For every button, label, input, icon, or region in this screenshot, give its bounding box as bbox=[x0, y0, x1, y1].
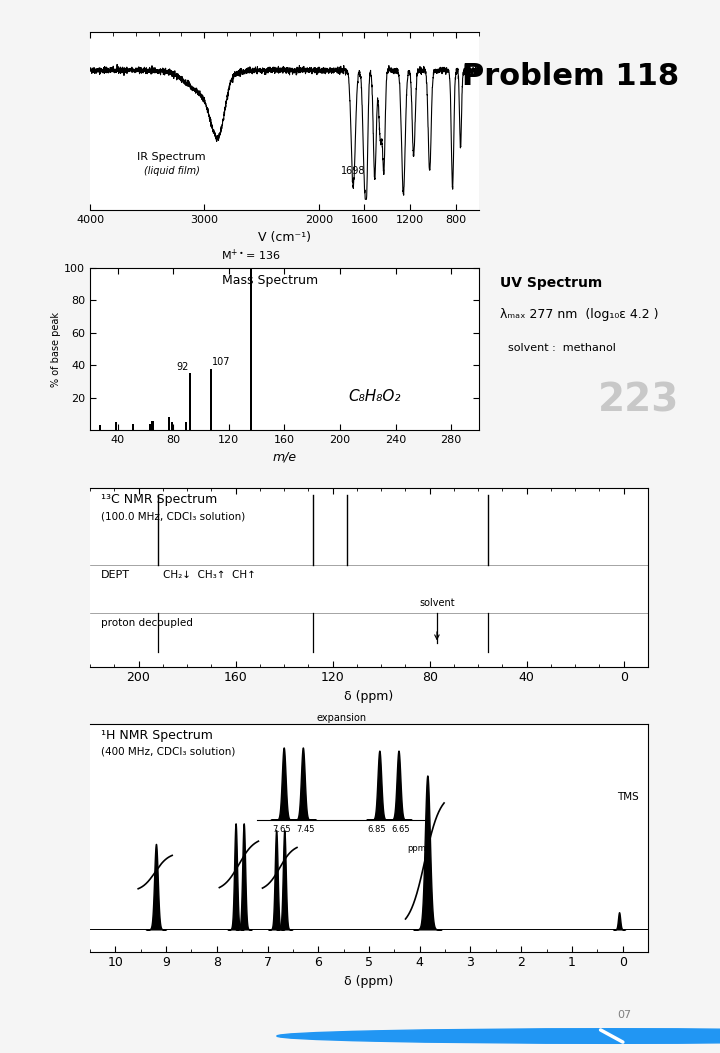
Text: solvent: solvent bbox=[419, 598, 455, 608]
Text: Mass Spectrum: Mass Spectrum bbox=[222, 274, 319, 287]
Text: M$^{+\bullet}$= 136: M$^{+\bullet}$= 136 bbox=[221, 247, 281, 263]
Text: IR Spectrum: IR Spectrum bbox=[137, 153, 205, 162]
Text: DEPT: DEPT bbox=[101, 570, 130, 580]
Bar bbox=[115, 422, 117, 431]
Bar bbox=[148, 423, 150, 431]
Text: 1698: 1698 bbox=[341, 166, 366, 177]
Text: 223: 223 bbox=[598, 381, 680, 419]
X-axis label: V (cm⁻¹): V (cm⁻¹) bbox=[258, 231, 311, 243]
Text: C₈H₈O₂: C₈H₈O₂ bbox=[348, 389, 401, 404]
Text: proton decoupled: proton decoupled bbox=[101, 618, 193, 629]
Bar bbox=[132, 423, 134, 431]
Text: TMS: TMS bbox=[617, 792, 639, 802]
Text: Problem 118: Problem 118 bbox=[462, 62, 679, 91]
Circle shape bbox=[277, 1029, 720, 1044]
Bar bbox=[210, 369, 212, 431]
Text: UV Spectrum: UV Spectrum bbox=[500, 276, 603, 290]
Text: (400 MHz, CDCl₃ solution): (400 MHz, CDCl₃ solution) bbox=[101, 747, 235, 757]
Text: (100.0 MHz, CDCl₃ solution): (100.0 MHz, CDCl₃ solution) bbox=[101, 511, 246, 521]
Text: ¹³C NMR Spectrum: ¹³C NMR Spectrum bbox=[101, 493, 217, 506]
Bar bbox=[171, 422, 173, 431]
Bar bbox=[151, 420, 153, 431]
Text: 07: 07 bbox=[617, 1011, 631, 1020]
X-axis label: δ (ppm): δ (ppm) bbox=[344, 690, 394, 703]
Text: λₘₐₓ 277 nm  (log₁₀ε 4.2 ): λₘₐₓ 277 nm (log₁₀ε 4.2 ) bbox=[500, 309, 659, 321]
Text: CH₂↓  CH₃↑  CH↑: CH₂↓ CH₃↑ CH↑ bbox=[163, 570, 256, 580]
Text: solvent :  methanol: solvent : methanol bbox=[508, 342, 616, 353]
Bar bbox=[189, 374, 191, 431]
Text: 107: 107 bbox=[212, 357, 230, 367]
Text: 92: 92 bbox=[176, 362, 189, 372]
X-axis label: m/e: m/e bbox=[272, 451, 297, 463]
Bar bbox=[250, 267, 252, 431]
Bar bbox=[99, 425, 101, 431]
X-axis label: δ (ppm): δ (ppm) bbox=[344, 975, 394, 988]
Text: (liquid film): (liquid film) bbox=[145, 166, 200, 177]
Bar bbox=[168, 417, 170, 431]
Y-axis label: % of base peak: % of base peak bbox=[51, 312, 61, 386]
Text: ¹H NMR Spectrum: ¹H NMR Spectrum bbox=[101, 729, 213, 741]
Bar bbox=[185, 422, 187, 431]
